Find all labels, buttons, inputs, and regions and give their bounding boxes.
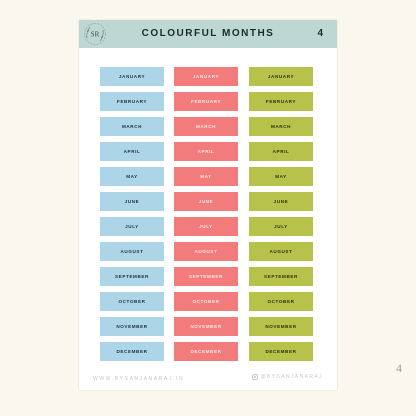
sticker-march-pink[interactable]: MARCH [174,117,238,136]
sticker-june-green[interactable]: JUNE [249,192,313,211]
sticker-july-blue[interactable]: JULY [100,217,164,236]
sticker-august-green[interactable]: AUGUST [249,242,313,261]
sticker-may-blue[interactable]: MAY [100,167,164,186]
sticker-may-green[interactable]: MAY [249,167,313,186]
sticker-march-blue[interactable]: MARCH [100,117,164,136]
sticker-january-green[interactable]: JANUARY [249,67,313,86]
sticker-february-blue[interactable]: FEBRUARY [100,92,164,111]
sticker-november-green[interactable]: NOVEMBER [249,317,313,336]
corner-page-number: 4 [396,361,402,375]
sticker-december-green[interactable]: DECEMBER [249,342,313,361]
sr-logo: SR [83,22,107,46]
logo-text: SR [91,31,100,39]
sticker-december-blue[interactable]: DECEMBER [100,342,164,361]
sticker-april-blue[interactable]: APRIL [100,142,164,161]
sticker-april-pink[interactable]: APRIL [174,142,238,161]
sticker-june-blue[interactable]: JUNE [100,192,164,211]
sticker-october-blue[interactable]: OCTOBER [100,292,164,311]
website-link[interactable]: WWW.BYSANJANARAJ.IN [93,376,185,382]
sticker-sheet: SR COLOURFUL MONTHS 4 JANUARY FEBRUARY M… [79,20,337,390]
wreath-logo-icon: SR [84,23,106,45]
sticker-october-pink[interactable]: OCTOBER [174,292,238,311]
sticker-september-pink[interactable]: SEPTEMBER [174,267,238,286]
sheet-page-number: 4 [317,28,323,39]
sticker-may-pink[interactable]: MAY [174,167,238,186]
sticker-december-pink[interactable]: DECEMBER [174,342,238,361]
sticker-august-blue[interactable]: AUGUST [100,242,164,261]
sticker-november-pink[interactable]: NOVEMBER [174,317,238,336]
sticker-june-pink[interactable]: JUNE [174,192,238,211]
sticker-september-green[interactable]: SEPTEMBER [249,267,313,286]
sticker-october-green[interactable]: OCTOBER [249,292,313,311]
sheet-header: SR COLOURFUL MONTHS 4 [79,20,337,48]
sticker-november-blue[interactable]: NOVEMBER [100,317,164,336]
sticker-february-green[interactable]: FEBRUARY [249,92,313,111]
sticker-september-blue[interactable]: SEPTEMBER [100,267,164,286]
sticker-march-green[interactable]: MARCH [249,117,313,136]
sticker-february-pink[interactable]: FEBRUARY [174,92,238,111]
sticker-april-green[interactable]: APRIL [249,142,313,161]
sticker-july-pink[interactable]: JULY [174,217,238,236]
sticker-august-pink[interactable]: AUGUST [174,242,238,261]
sticker-january-pink[interactable]: JANUARY [174,67,238,86]
page-title: COLOURFUL MONTHS [141,28,275,39]
instagram-handle-text: @BYSANJANARAJ [260,374,323,380]
sticker-july-green[interactable]: JULY [249,217,313,236]
sticker-january-blue[interactable]: JANUARY [100,67,164,86]
instagram-handle[interactable]: @BYSANJANARAJ [251,374,323,380]
instagram-icon [251,374,258,380]
